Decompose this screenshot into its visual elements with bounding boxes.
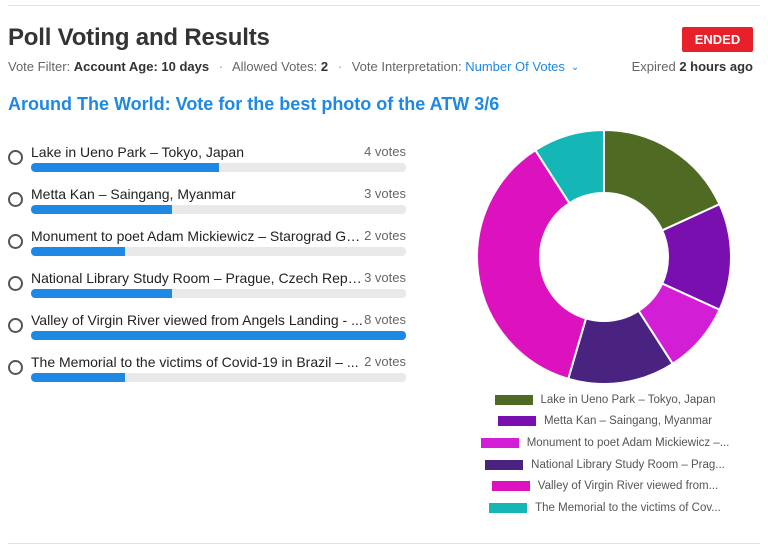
legend-swatch: [494, 394, 533, 405]
allowed-votes-value: 2: [320, 59, 329, 74]
donut-slice: [476, 148, 588, 381]
legend-item: The Memorial to the victims of Cov...: [470, 497, 740, 519]
legend-label: Valley of Virgin River viewed from...: [537, 480, 719, 493]
vote-bar: [31, 331, 406, 340]
option-label: Monument to poet Adam Mickiewicz – Staro…: [31, 228, 364, 244]
legend-item: Valley of Virgin River viewed from...: [470, 475, 740, 497]
vote-bar: [31, 163, 406, 172]
allowed-votes-label: Allowed Votes:: [231, 59, 318, 74]
legend-item: Lake in Ueno Park – Tokyo, Japan: [470, 389, 740, 411]
poll-options: Lake in Ueno Park – Tokyo, Japan 4 votes M…: [8, 140, 406, 392]
vote-bar-fill: [31, 163, 219, 172]
top-divider: [8, 5, 760, 6]
radio-button[interactable]: [8, 318, 23, 333]
poll-title: Around The World: Vote for the best phot…: [8, 94, 500, 114]
legend-item: Metta Kan – Saingang, Myanmar: [470, 411, 740, 433]
vote-bar-fill: [31, 247, 125, 256]
vote-filter-label: Vote Filter:: [8, 59, 71, 74]
radio-button[interactable]: [8, 234, 23, 249]
radio-button[interactable]: [8, 192, 23, 207]
poll-option[interactable]: The Memorial to the victims of Covid-19 …: [8, 350, 406, 392]
option-vote-count: 3 votes: [364, 270, 406, 285]
poll-option[interactable]: Lake in Ueno Park – Tokyo, Japan 4 votes: [8, 140, 406, 182]
poll-settings: Vote Filter: Account Age: 10 days · Allo…: [8, 59, 579, 74]
legend-swatch: [480, 437, 519, 448]
radio-button[interactable]: [8, 360, 23, 375]
legend-swatch: [485, 459, 524, 470]
legend-label: Monument to poet Adam Mickiewicz –...: [526, 436, 730, 449]
expiry-info: Expired 2 hours ago: [632, 59, 753, 74]
vote-bar-fill: [31, 331, 406, 340]
page-title: Poll Voting and Results: [8, 24, 270, 51]
chart-legend: Lake in Ueno Park – Tokyo, Japan Metta Ka…: [470, 389, 740, 519]
option-label: Valley of Virgin River viewed from Angel…: [31, 312, 363, 328]
results-donut-chart: [476, 128, 732, 385]
vote-bar-fill: [31, 205, 172, 214]
option-label: The Memorial to the victims of Covid-19 …: [31, 354, 359, 370]
vote-bar-fill: [31, 289, 172, 298]
option-vote-count: 4 votes: [364, 144, 406, 159]
legend-item: Monument to poet Adam Mickiewicz –...: [470, 432, 740, 454]
poll-option[interactable]: Valley of Virgin River viewed from Angel…: [8, 308, 406, 350]
legend-label: National Library Study Room – Prag...: [531, 458, 725, 471]
poll-option[interactable]: Metta Kan – Saingang, Myanmar 3 votes: [8, 182, 406, 224]
option-vote-count: 2 votes: [364, 354, 406, 369]
radio-button[interactable]: [8, 276, 23, 291]
option-label: Metta Kan – Saingang, Myanmar: [31, 186, 236, 202]
legend-swatch: [489, 502, 528, 513]
legend-label: Lake in Ueno Park – Tokyo, Japan: [540, 393, 716, 406]
chevron-down-icon: ⌄: [570, 62, 580, 73]
interpretation-label: Vote Interpretation:: [351, 59, 462, 74]
option-label: Lake in Ueno Park – Tokyo, Japan: [31, 144, 244, 160]
radio-button[interactable]: [8, 150, 23, 165]
legend-swatch: [491, 481, 530, 492]
separator: ·: [218, 59, 224, 74]
interpretation-dropdown[interactable]: Number Of Votes ⌄: [465, 59, 579, 74]
expired-prefix: Expired: [631, 59, 676, 74]
bottom-divider: [8, 543, 760, 544]
legend-swatch: [497, 416, 536, 427]
option-vote-count: 2 votes: [364, 228, 406, 243]
donut-slice: [533, 128, 605, 205]
donut-slice: [603, 128, 721, 232]
status-badge: ENDED: [682, 27, 753, 52]
vote-bar: [31, 289, 406, 298]
legend-item: National Library Study Room – Prag...: [470, 454, 740, 476]
vote-bar-fill: [31, 373, 125, 382]
interpretation-value: Number Of Votes: [465, 59, 565, 74]
legend-label: The Memorial to the victims of Cov...: [535, 501, 721, 514]
option-vote-count: 3 votes: [364, 186, 406, 201]
separator: ·: [337, 59, 343, 74]
poll-option[interactable]: Monument to poet Adam Mickiewicz – Staro…: [8, 224, 406, 266]
expired-value: 2 hours ago: [679, 59, 753, 74]
vote-filter-value: Account Age: 10 days: [73, 59, 210, 74]
vote-bar: [31, 247, 406, 256]
vote-bar: [31, 205, 406, 214]
legend-label: Metta Kan – Saingang, Myanmar: [543, 415, 713, 428]
poll-option[interactable]: National Library Study Room – Prague, Cz…: [8, 266, 406, 308]
option-label: National Library Study Room – Prague, Cz…: [31, 270, 364, 286]
option-vote-count: 8 votes: [364, 312, 406, 327]
vote-bar: [31, 373, 406, 382]
